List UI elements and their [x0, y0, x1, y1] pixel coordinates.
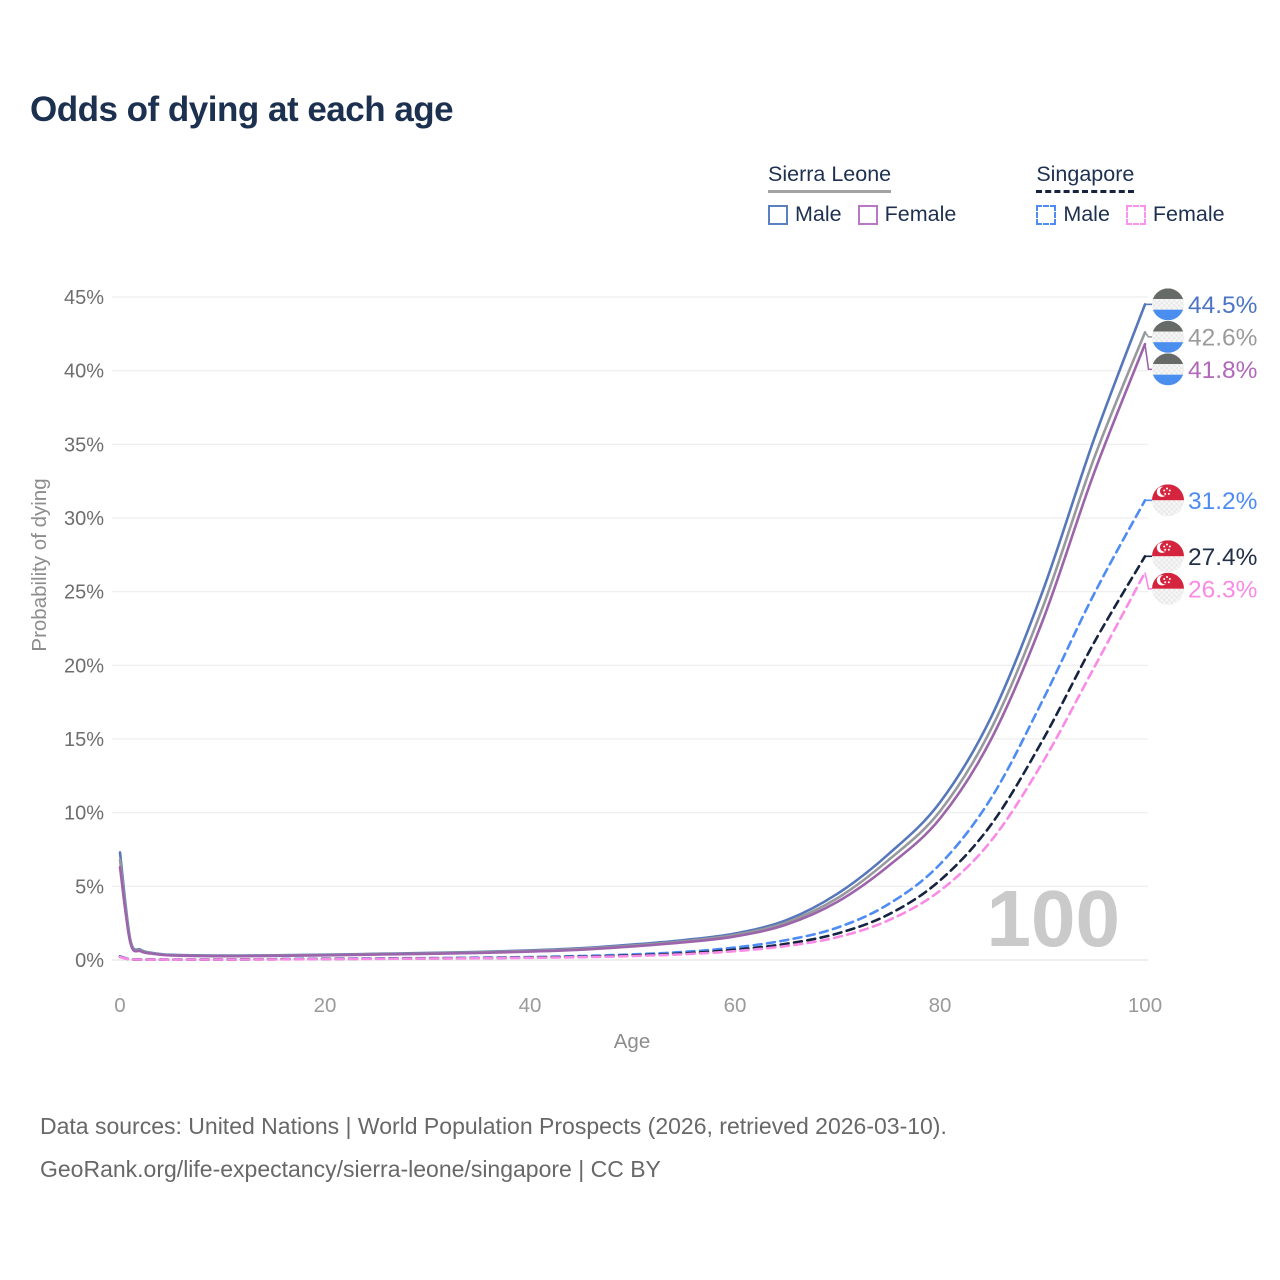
y-axis-tick-label: 45% [64, 287, 104, 309]
watermark-age-100: 100 [987, 874, 1120, 963]
x-axis-tick-label: 80 [929, 994, 952, 1017]
series-lines [118, 303, 1147, 962]
end-labels: 44.5% 42.6% 41.8% 31.2% 27.4% 26.3% [1144, 288, 1257, 605]
label-leader-line [1144, 572, 1152, 590]
singapore-flag-icon [1152, 573, 1184, 605]
series-end-value-singapore-total: 27.4% [1188, 544, 1257, 571]
y-axis-tick-label: 40% [64, 361, 104, 383]
y-axis-tick-label: 20% [64, 655, 104, 677]
legend-country-singapore: Singapore [1036, 162, 1135, 193]
series-end-value-singapore-female: 26.3% [1188, 576, 1257, 603]
dashed-male-swatch-icon [1036, 204, 1057, 225]
y-axis-tick-label: 5% [75, 876, 104, 898]
series-end-value-sierra-leone-female: 41.8% [1188, 357, 1257, 384]
label-leader-line [1144, 344, 1152, 371]
singapore-flag-icon [1152, 540, 1184, 572]
legend-group-singapore: Singapore Male Female [1036, 162, 1240, 227]
y-axis-tick-label: 0% [75, 950, 104, 972]
x-axis-tick-label: 20 [314, 994, 337, 1017]
legend-group-sierra-leone: Sierra Leone Male Female [768, 162, 972, 227]
series-end-value-singapore-male: 31.2% [1188, 488, 1257, 515]
y-axis-tick-label: 30% [64, 508, 104, 530]
y-axis-title: Probability of dying [28, 478, 51, 651]
footer-data-sources: Data sources: United Nations | World Pop… [40, 1113, 947, 1139]
x-axis-tick-label: 100 [1128, 994, 1162, 1017]
series-end-value-sierra-leone-total: 42.6% [1188, 324, 1257, 351]
gridlines-and-ticks: 0% 5% 10% 15% 20% 25% 30% 35% 40% 45% 0 20 40 60 80 100 [64, 287, 1162, 1017]
solid-male-swatch-icon [768, 204, 788, 225]
dashed-female-swatch-icon [1125, 204, 1146, 225]
y-axis-tick-label: 35% [64, 434, 104, 456]
singapore-flag-icon [1152, 484, 1184, 516]
x-axis-tick-label: 0 [114, 994, 125, 1017]
series-line-sierra-leone-male [118, 303, 1147, 957]
legend-item-sierra-leone-male: Male [768, 202, 842, 227]
y-axis-tick-label: 15% [64, 729, 104, 751]
y-axis-tick-label: 10% [64, 803, 104, 825]
chart-legend: Sierra Leone Male Female Singapore Male [768, 162, 1241, 227]
sierra-leone-flag-icon [1152, 288, 1184, 320]
x-axis-title: Age [614, 1030, 650, 1053]
x-axis-tick-label: 40 [519, 994, 542, 1017]
x-axis-tick-label: 60 [724, 994, 747, 1017]
series-line-sierra-leone-total [118, 331, 1147, 958]
series-line-singapore-female [118, 571, 1147, 962]
legend-country-sierra-leone: Sierra Leone [768, 162, 892, 193]
sierra-leone-flag-icon [1152, 321, 1184, 353]
legend-label: Male [1063, 202, 1110, 226]
legend-item-singapore-male: Male [1036, 202, 1110, 227]
footer: Data sources: United Nations | World Pop… [40, 1105, 947, 1191]
series-end-value-sierra-leone-male: 44.5% [1188, 292, 1257, 319]
legend-label: Male [795, 202, 842, 226]
legend-item-singapore-female: Female [1125, 202, 1225, 227]
legend-item-sierra-leone-female: Female [857, 202, 957, 227]
sierra-leone-flag-icon [1152, 353, 1184, 385]
legend-label: Female [884, 202, 957, 226]
y-axis-tick-label: 25% [64, 582, 104, 604]
label-leader-line [1144, 331, 1152, 338]
solid-female-swatch-icon [857, 204, 878, 225]
series-line-sierra-leone-female [118, 342, 1147, 958]
legend-label: Female [1152, 202, 1225, 226]
footer-attribution-url: GeoRank.org/life-expectancy/sierra-leone… [40, 1156, 661, 1182]
chart-title: Odds of dying at each age [30, 90, 454, 129]
